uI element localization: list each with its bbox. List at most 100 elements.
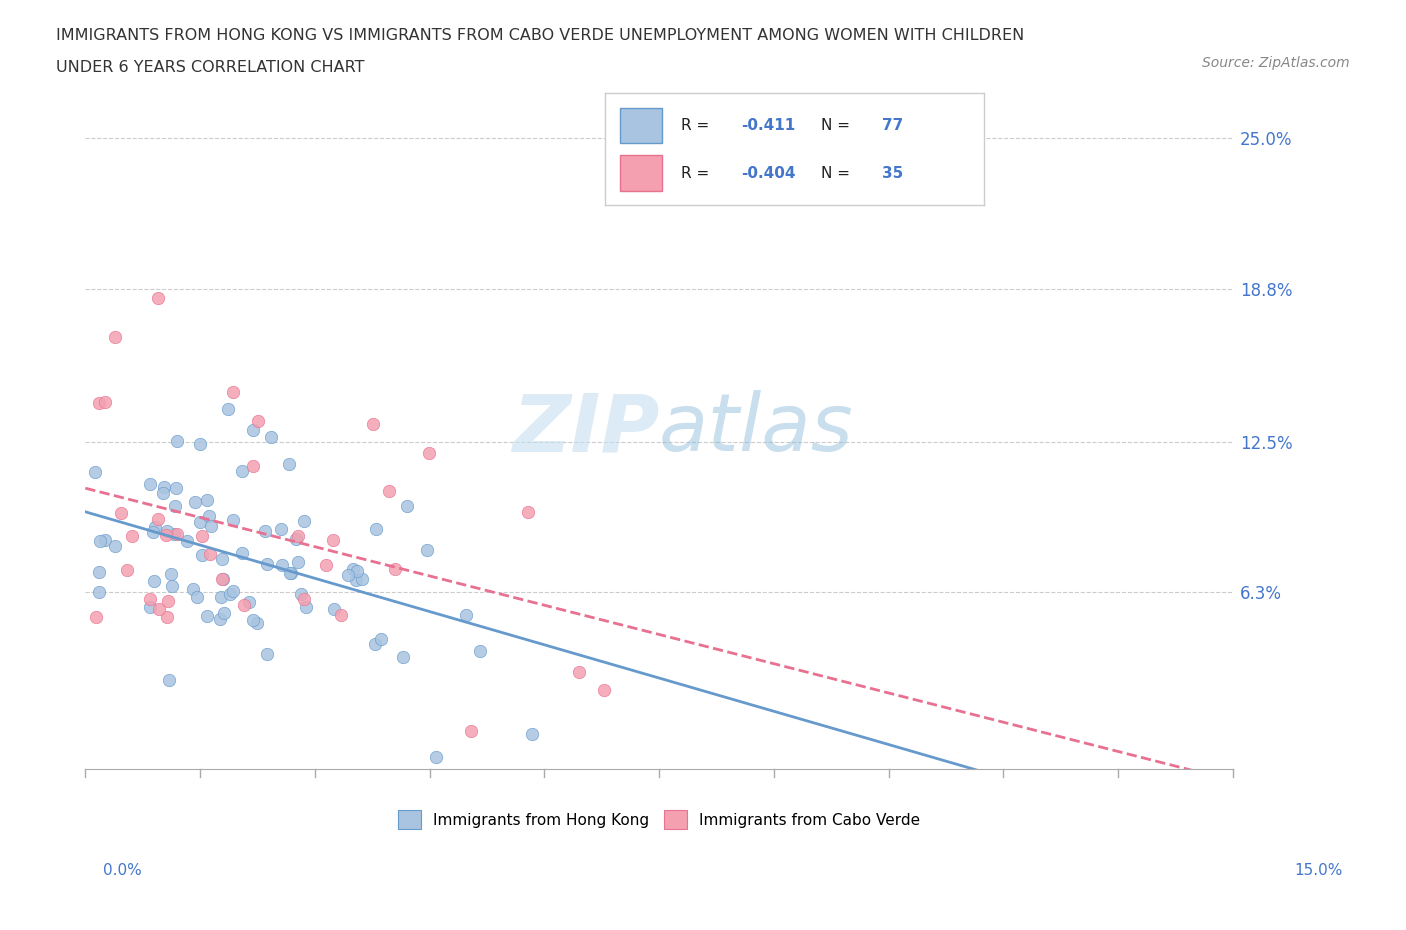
Point [195,609,218,624]
Point [350,572,373,587]
Point [395,498,418,513]
Point [157,593,180,608]
Point [163,526,186,541]
Point [222,583,245,598]
Point [292,513,315,528]
Point [361,417,384,432]
Point [188,436,211,451]
Point [212,572,235,587]
Point [217,401,239,416]
Point [211,551,233,566]
Point [103,330,125,345]
Point [115,563,138,578]
Point [287,554,309,569]
Point [153,480,176,495]
Point [522,726,544,741]
Point [378,484,401,498]
Point [290,587,312,602]
Text: -0.404: -0.404 [741,166,796,180]
Point [364,521,387,536]
Text: Source: ZipAtlas.com: Source: ZipAtlas.com [1202,56,1350,70]
Point [156,610,179,625]
Point [222,512,245,527]
Point [84,464,107,479]
Text: N =: N = [821,118,855,133]
Text: 77: 77 [882,118,903,133]
Point [195,492,218,507]
Text: 0.0%: 0.0% [103,863,142,878]
Point [329,607,352,622]
Point [470,644,492,658]
Point [392,650,415,665]
Point [200,519,222,534]
FancyBboxPatch shape [620,155,662,192]
FancyBboxPatch shape [620,108,662,143]
Point [260,430,283,445]
Point [139,592,162,607]
Point [232,598,254,613]
Point [146,512,169,526]
Point [163,498,186,513]
Point [110,505,132,520]
Point [231,463,253,478]
Point [152,485,174,500]
Point [231,546,253,561]
Point [143,520,166,535]
Point [87,565,110,580]
Point [184,494,207,509]
Text: ZIP: ZIP [512,391,659,469]
Text: 35: 35 [882,166,903,180]
Point [166,526,188,541]
Text: atlas: atlas [659,391,853,469]
Point [191,529,214,544]
Point [315,557,337,572]
Point [104,539,127,554]
Point [89,534,111,549]
Point [344,572,367,587]
Point [181,582,204,597]
Point [212,605,235,620]
Point [211,571,233,586]
Point [148,602,170,617]
Point [87,584,110,599]
Point [271,558,294,573]
Point [146,290,169,305]
Point [221,385,243,400]
Point [87,395,110,410]
Point [156,524,179,538]
Point [188,515,211,530]
Point [287,528,309,543]
Point [568,664,591,679]
Point [322,602,344,617]
Point [256,646,278,661]
Text: IMMIGRANTS FROM HONG KONG VS IMMIGRANTS FROM CABO VERDE UNEMPLOYMENT AMONG WOMEN: IMMIGRANTS FROM HONG KONG VS IMMIGRANTS … [56,28,1025,43]
Point [176,534,198,549]
Point [242,458,264,473]
Point [159,566,181,581]
Point [94,394,117,409]
Point [138,599,160,614]
Point [295,600,318,615]
Point [254,524,277,538]
Point [139,477,162,492]
Point [292,591,315,606]
Point [242,422,264,437]
Point [142,525,165,539]
Point [284,532,307,547]
Text: N =: N = [821,166,855,180]
Point [94,532,117,547]
Point [342,562,364,577]
Point [165,480,187,495]
Point [425,750,447,764]
Point [160,579,183,594]
Point [370,631,392,646]
Point [592,683,614,698]
Text: 15.0%: 15.0% [1295,863,1343,878]
Point [322,533,344,548]
Point [218,587,240,602]
Point [190,548,212,563]
Point [384,562,406,577]
Point [209,590,232,604]
Point [346,564,368,578]
Point [242,612,264,627]
